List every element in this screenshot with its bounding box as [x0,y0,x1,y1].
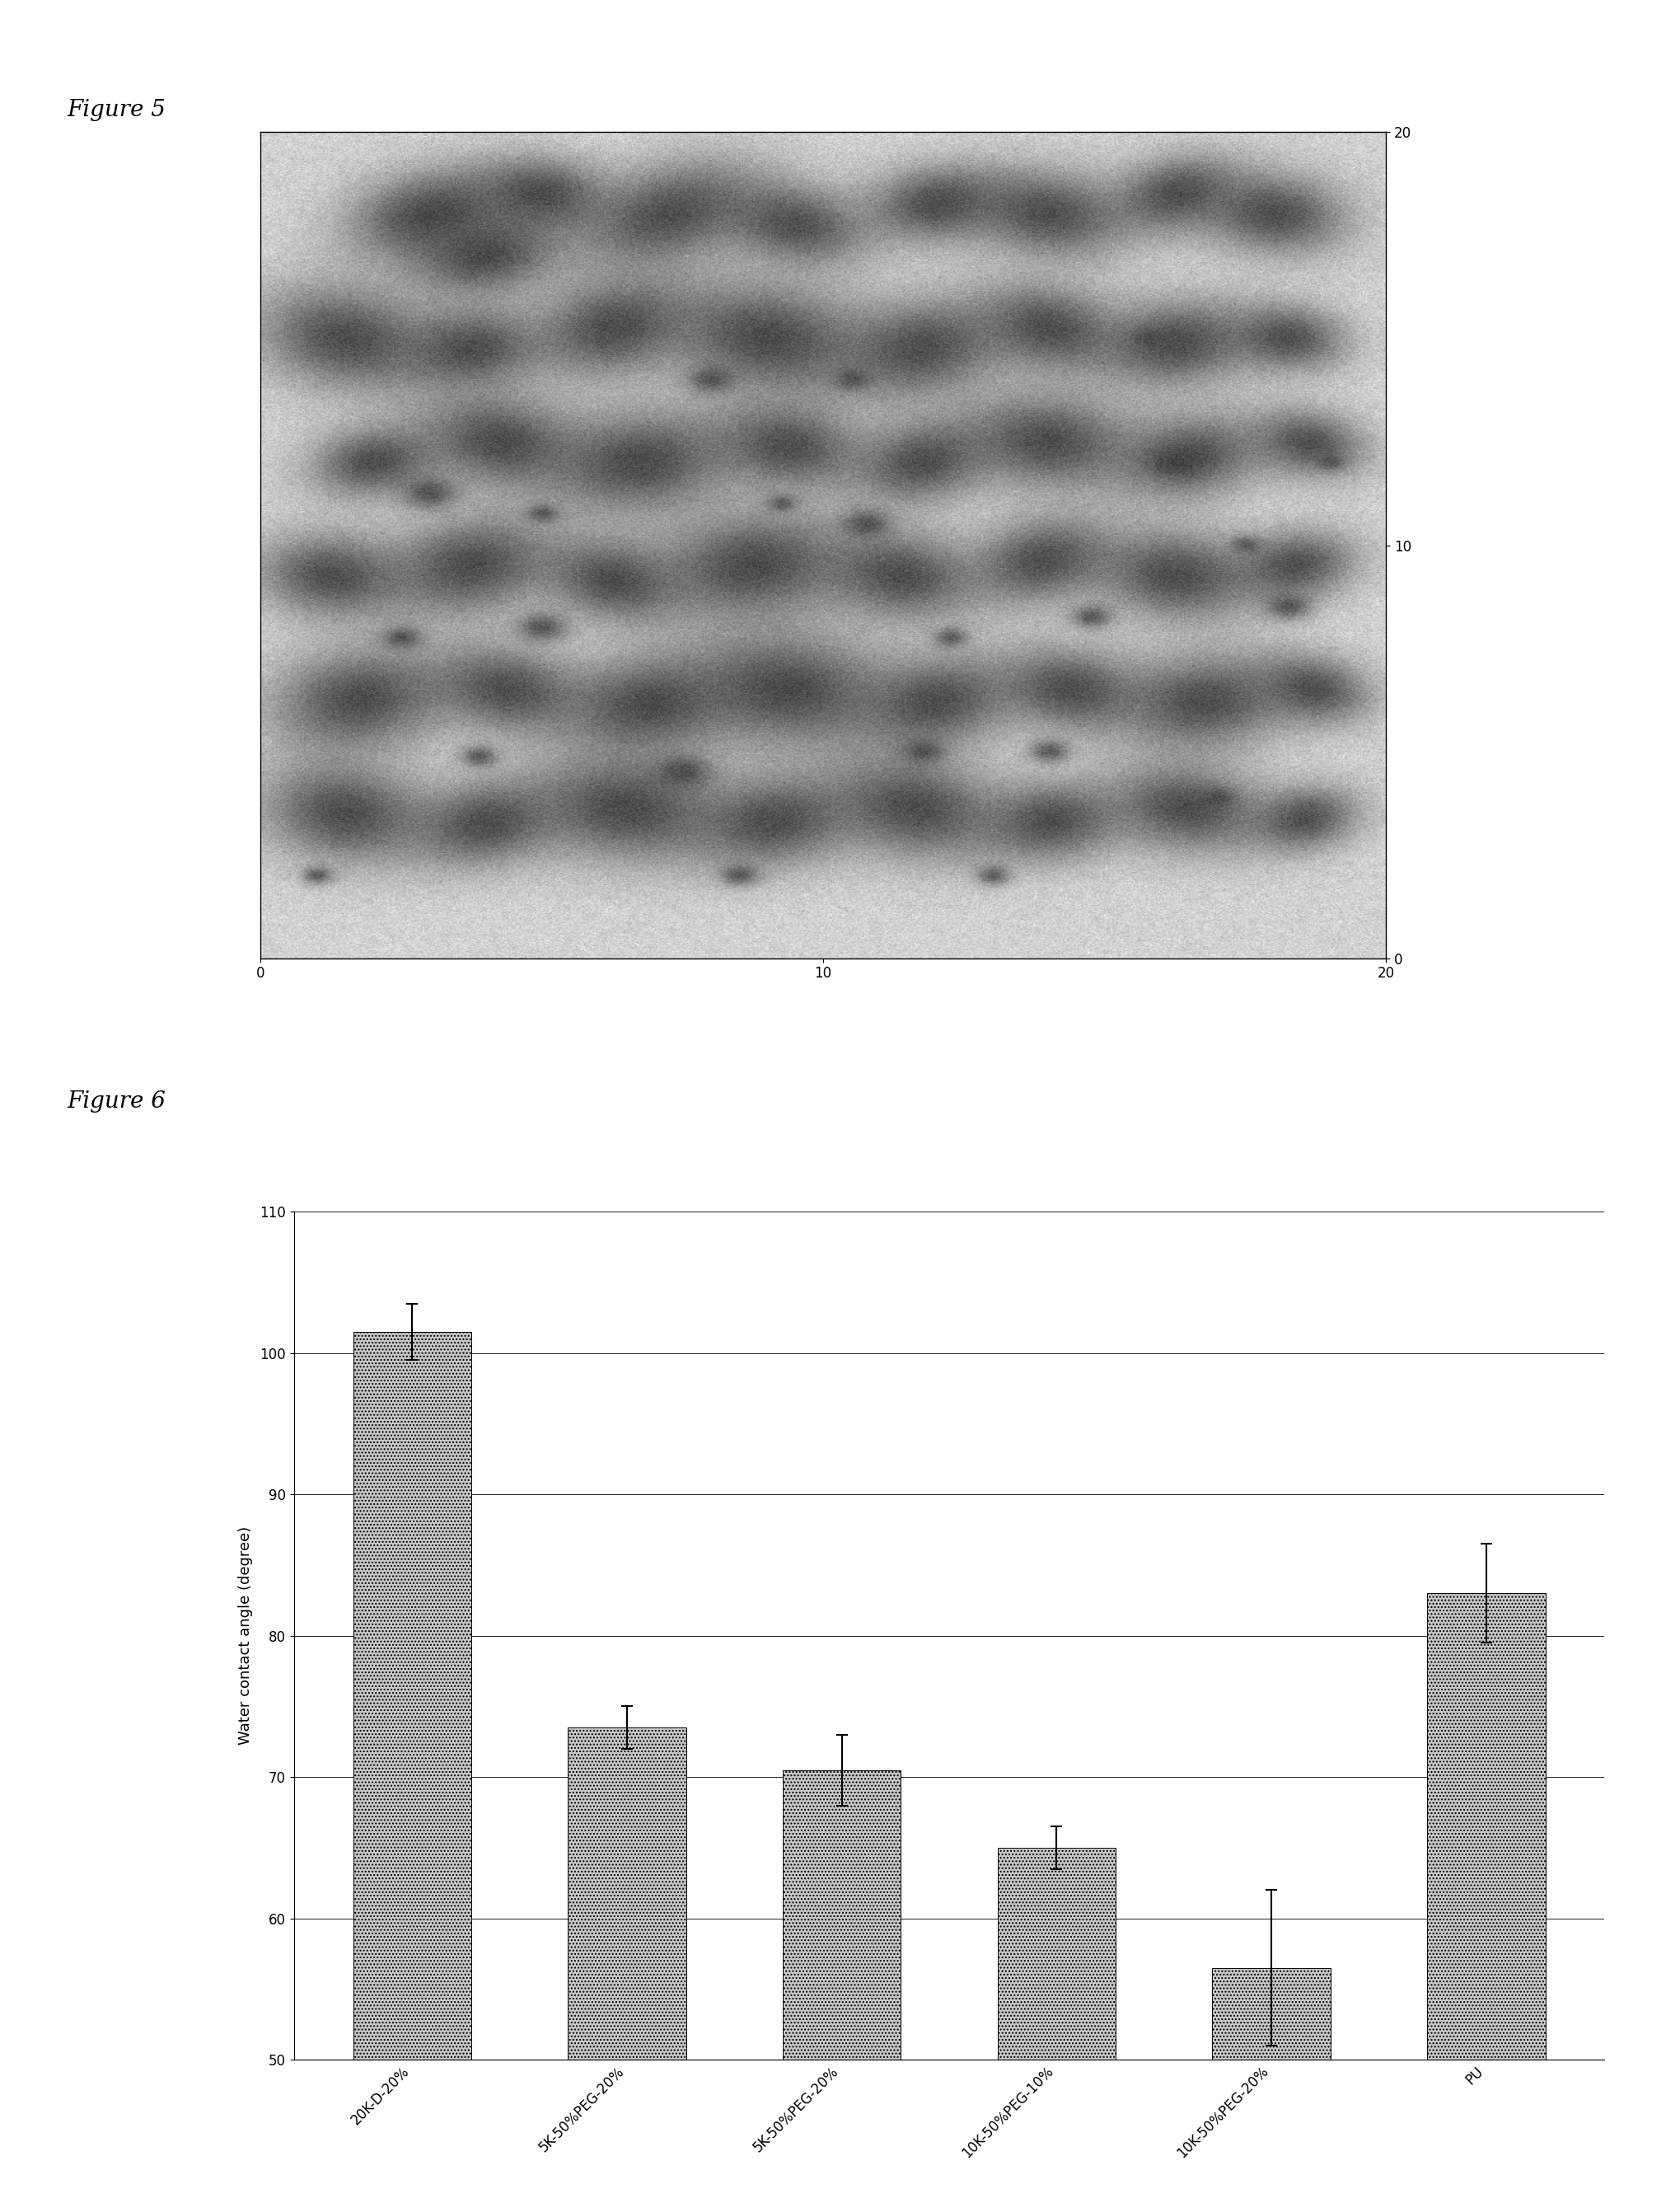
Bar [353,1333,470,2060]
Bar [1428,1593,1546,2060]
Bar [568,1727,685,2060]
Bar [998,1848,1116,2060]
Bar [1213,1967,1331,2060]
Bar [783,1769,900,2060]
Y-axis label: Water contact angle (degree): Water contact angle (degree) [239,1527,254,1745]
Text: Figure 5: Figure 5 [67,99,166,121]
Text: Figure 6: Figure 6 [67,1090,166,1113]
